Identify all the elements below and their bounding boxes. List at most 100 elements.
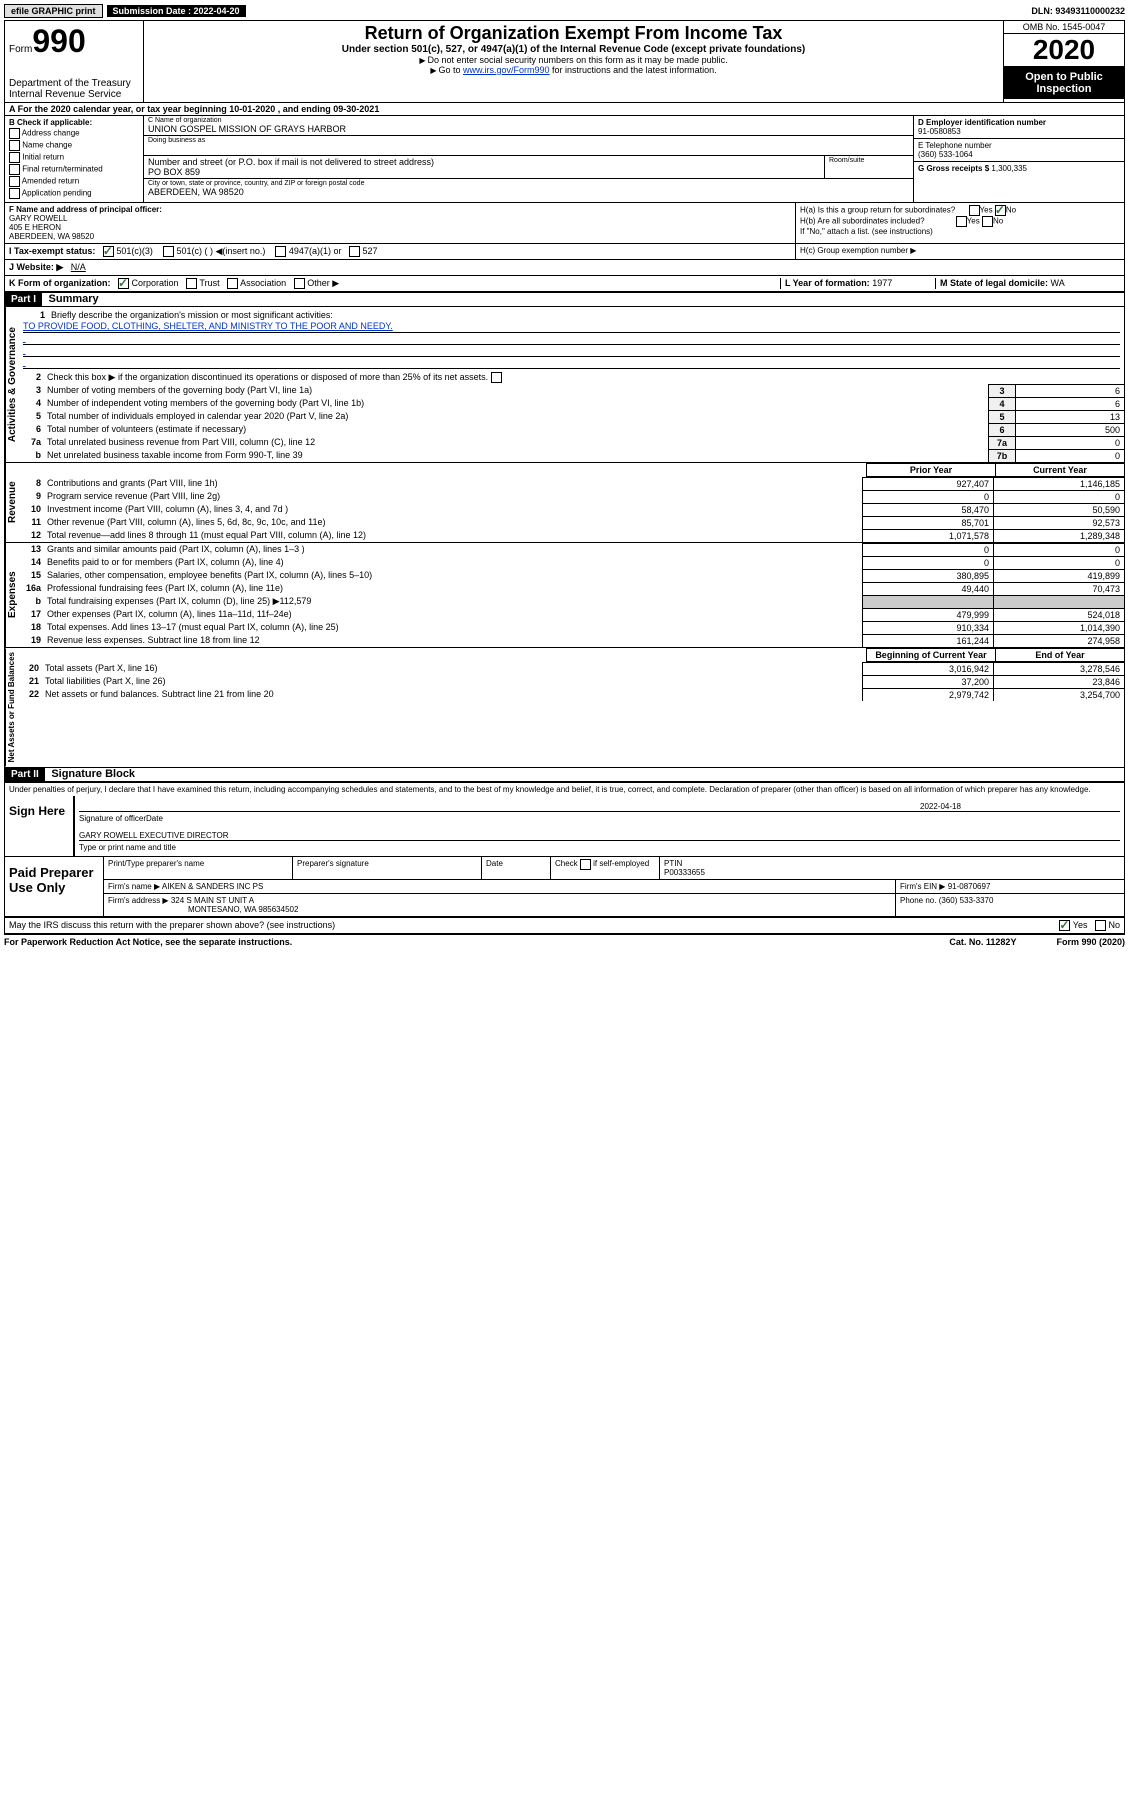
part2-header-row: Part II Signature Block — [5, 768, 1124, 782]
l16b-shade2 — [993, 595, 1124, 608]
l21-c1: 37,200 — [862, 675, 993, 688]
dba-label: Doing business as — [148, 137, 909, 144]
officer-addr1: 405 E HERON — [9, 223, 791, 232]
l6-box: 6 — [988, 423, 1016, 436]
part2-title: Signature Block — [51, 768, 135, 780]
col-b-checkboxes: B Check if applicable: Address change Na… — [5, 116, 144, 202]
l9-c2: 0 — [993, 490, 1124, 503]
h-begin: Beginning of Current Year — [866, 648, 995, 662]
discuss-yes[interactable] — [1059, 920, 1070, 931]
l14-c1: 0 — [862, 556, 993, 569]
chk-corp[interactable] — [118, 278, 129, 289]
name-title-label: Type or print name and title — [79, 843, 1120, 852]
section-bcdeg: B Check if applicable: Address change Na… — [5, 116, 1124, 203]
row-klm: K Form of organization: Corporation Trus… — [5, 276, 1124, 293]
prep-sig-label: Preparer's signature — [293, 857, 482, 879]
officer-addr2: ABERDEEN, WA 98520 — [9, 232, 791, 241]
chk-trust[interactable] — [186, 278, 197, 289]
l3-val: 6 — [1016, 384, 1124, 397]
form-header: Form990 Department of the Treasury Inter… — [5, 21, 1124, 103]
netassets-section: Net Assets or Fund Balances Beginning of… — [5, 648, 1124, 767]
vlabel-netassets: Net Assets or Fund Balances — [5, 648, 17, 766]
chk-assoc[interactable] — [227, 278, 238, 289]
chk-501c[interactable] — [163, 246, 174, 257]
state-domicile: WA — [1051, 278, 1065, 288]
l17-desc: Other expenses (Part IX, column (A), lin… — [45, 608, 862, 621]
l14-c2: 0 — [993, 556, 1124, 569]
l16b-desc: Total fundraising expenses (Part IX, col… — [45, 595, 862, 608]
prep-date-label: Date — [482, 857, 551, 879]
firm-name: AIKEN & SANDERS INC PS — [162, 882, 263, 891]
ein-value: 91-0580853 — [918, 127, 1120, 136]
hb-yes[interactable] — [956, 216, 967, 227]
expenses-section: Expenses 13Grants and similar amounts pa… — [5, 543, 1124, 648]
omb-number: OMB No. 1545-0047 — [1004, 21, 1124, 34]
part1-badge: Part I — [5, 293, 42, 306]
k-label: K Form of organization: — [9, 278, 111, 288]
h-group: H(a) Is this a group return for subordin… — [796, 203, 1124, 243]
i-label: I Tax-exempt status: — [9, 246, 95, 256]
e-label: E Telephone number — [918, 141, 1120, 150]
l11-desc: Other revenue (Part VIII, column (A), li… — [45, 516, 862, 529]
chk-discontinued[interactable] — [491, 372, 502, 383]
bottom-line: For Paperwork Reduction Act Notice, see … — [4, 935, 1125, 949]
chk-501c3[interactable] — [103, 246, 114, 257]
b-header: B Check if applicable: — [9, 118, 92, 127]
l3-box: 3 — [988, 384, 1016, 397]
l19-c2: 274,958 — [993, 634, 1124, 647]
declaration-text: Under penalties of perjury, I declare th… — [5, 782, 1124, 796]
l12-c2: 1,289,348 — [993, 529, 1124, 542]
chk-namechange[interactable] — [9, 140, 20, 151]
l22-c2: 3,254,700 — [993, 688, 1124, 701]
l7b-desc: Net unrelated business taxable income fr… — [45, 449, 988, 462]
l11-c2: 92,573 — [993, 516, 1124, 529]
l22-desc: Net assets or fund balances. Subtract li… — [43, 688, 862, 701]
chk-address[interactable] — [9, 128, 20, 139]
row-fh: F Name and address of principal officer:… — [5, 203, 1124, 244]
sig-officer-label: Signature of officer — [79, 814, 146, 823]
officer-name-title: GARY ROWELL EXECUTIVE DIRECTOR — [79, 831, 1120, 840]
l4-desc: Number of independent voting members of … — [45, 397, 988, 410]
c-name-label: C Name of organization — [148, 117, 909, 124]
chk-527[interactable] — [349, 246, 360, 257]
l18-desc: Total expenses. Add lines 13–17 (must eq… — [45, 621, 862, 634]
paid-preparer-label: Paid Preparer Use Only — [5, 857, 104, 916]
chk-application[interactable] — [9, 188, 20, 199]
discuss-no[interactable] — [1095, 920, 1106, 931]
l8-c1: 927,407 — [862, 477, 993, 490]
chk-amended[interactable] — [9, 176, 20, 187]
l5-box: 5 — [988, 410, 1016, 423]
h-current: Current Year — [995, 463, 1124, 477]
sig-date-label: Date — [146, 814, 346, 823]
l16a-c2: 70,473 — [993, 582, 1124, 595]
discuss-row: May the IRS discuss this return with the… — [5, 918, 1124, 934]
hb-no[interactable] — [982, 216, 993, 227]
org-name: UNION GOSPEL MISSION OF GRAYS HARBOR — [148, 124, 909, 134]
l6-desc: Total number of volunteers (estimate if … — [45, 423, 988, 436]
governance-section: Activities & Governance 1Briefly describ… — [5, 307, 1124, 463]
irs-link[interactable]: www.irs.gov/Form990 — [463, 65, 550, 75]
ha-yes[interactable] — [969, 205, 980, 216]
l13-desc: Grants and similar amounts paid (Part IX… — [45, 543, 862, 556]
sign-here-label: Sign Here — [5, 796, 75, 856]
year-formation: 1977 — [872, 278, 892, 288]
hb-label: H(b) Are all subordinates included? — [800, 217, 925, 226]
chk-self-employed[interactable] — [580, 859, 591, 870]
chk-initial[interactable] — [9, 152, 20, 163]
l4-box: 4 — [988, 397, 1016, 410]
l3-desc: Number of voting members of the governin… — [45, 384, 988, 397]
chk-4947[interactable] — [275, 246, 286, 257]
discuss-label: May the IRS discuss this return with the… — [9, 920, 1059, 931]
l18-c1: 910,334 — [862, 621, 993, 634]
phone-value: (360) 533-1064 — [918, 150, 1120, 159]
l10-c1: 58,470 — [862, 503, 993, 516]
part2-badge: Part II — [5, 768, 45, 781]
ha-no[interactable] — [995, 205, 1006, 216]
efile-button[interactable]: efile GRAPHIC print — [4, 4, 103, 18]
chk-final[interactable] — [9, 164, 20, 175]
firm-ein: 91-0870697 — [948, 882, 991, 891]
chk-other[interactable] — [294, 278, 305, 289]
dept-line2: Internal Revenue Service — [9, 89, 139, 100]
sign-here-section: Sign Here 2022-04-18 Signature of office… — [5, 796, 1124, 857]
note-goto-post: for instructions and the latest informat… — [550, 65, 717, 75]
